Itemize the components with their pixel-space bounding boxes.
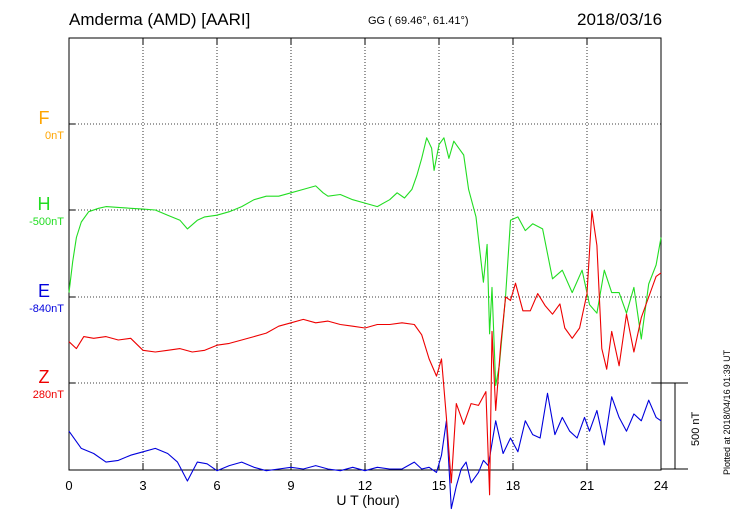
- x-tick-label: 18: [505, 478, 521, 493]
- series-lines: [68, 137, 662, 510]
- x-tick-label: 0: [65, 478, 73, 493]
- scale-bar-label: 500 nT: [690, 411, 702, 446]
- plotted-timestamp: Plotted at 2018/04/16 01:39 UT: [722, 349, 730, 475]
- series-line-H: [68, 137, 662, 386]
- scale-bar: [652, 382, 688, 470]
- component-letter-Z: Z: [38, 367, 50, 387]
- series-line-Z: [68, 210, 662, 496]
- x-tick-label: 21: [579, 478, 595, 493]
- series-line-E: [68, 392, 662, 510]
- component-letter-H: H: [37, 194, 51, 214]
- x-tick-label: 15: [431, 478, 447, 493]
- component-baseline-Z: 280nT: [32, 389, 64, 401]
- chart-date: 2018/03/16: [577, 10, 663, 29]
- component-baseline-F: 0nT: [45, 130, 64, 142]
- x-axis-label: U T (hour): [336, 492, 400, 508]
- x-tick-label: 3: [139, 478, 147, 493]
- component-letter-F: F: [38, 108, 50, 128]
- chart-grid: [69, 38, 661, 470]
- x-tick-label: 9: [287, 478, 295, 493]
- component-baseline-E: -840nT: [29, 303, 64, 315]
- x-tick-label: 24: [653, 478, 669, 493]
- station-title: Amderma (AMD) [AARI]: [69, 10, 251, 29]
- x-tick-label: 6: [213, 478, 221, 493]
- component-letter-E: E: [37, 281, 50, 301]
- x-tick-label: 12: [357, 478, 373, 493]
- component-baseline-H: -500nT: [29, 216, 64, 228]
- station-coordinates: GG ( 69.46°, 61.41°): [368, 15, 469, 27]
